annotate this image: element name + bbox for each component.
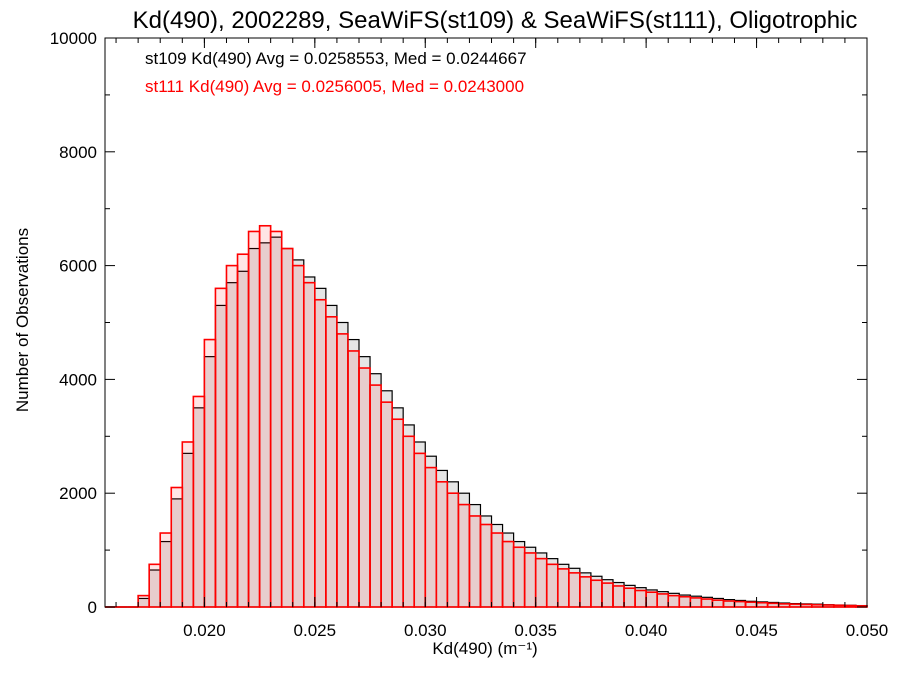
bar-st111-45 bbox=[601, 582, 614, 608]
bar-st111-41 bbox=[556, 568, 570, 608]
y-tick-label: 0 bbox=[88, 598, 97, 617]
x-tick-label: 0.020 bbox=[183, 621, 226, 640]
bar-st111-53 bbox=[689, 597, 703, 608]
bar-st111-3 bbox=[137, 594, 150, 608]
x-tick-label: 0.035 bbox=[514, 621, 557, 640]
bar-st111-50 bbox=[656, 593, 670, 608]
x-tick-label: 0.045 bbox=[735, 621, 778, 640]
bar-st111-20 bbox=[325, 316, 338, 608]
bar-st111-27 bbox=[402, 435, 416, 608]
bar-st111-31 bbox=[446, 492, 460, 608]
bar-st111-61 bbox=[777, 603, 791, 608]
chart-title: Kd(490), 2002289, SeaWiFS(st109) & SeaWi… bbox=[133, 7, 858, 34]
x-tick-label: 0.025 bbox=[294, 621, 337, 640]
bar-st111-64 bbox=[810, 603, 824, 608]
bar-st111-43 bbox=[579, 576, 592, 608]
bar-st111-10 bbox=[214, 287, 228, 608]
bar-st111-15 bbox=[269, 230, 283, 608]
y-tick-label: 8000 bbox=[59, 143, 97, 162]
bar-st111-60 bbox=[766, 602, 780, 608]
bar-st111-52 bbox=[678, 595, 692, 608]
bar-st111-8 bbox=[192, 395, 206, 608]
x-tick-label: 0.030 bbox=[404, 621, 447, 640]
bar-st111-14 bbox=[258, 224, 272, 608]
bar-st111-7 bbox=[181, 441, 195, 608]
bar-st111-23 bbox=[358, 367, 371, 608]
bar-st111-65 bbox=[822, 604, 835, 608]
y-tick-label: 6000 bbox=[59, 257, 97, 276]
y-tick-label: 2000 bbox=[59, 484, 97, 503]
bar-st111-12 bbox=[236, 253, 250, 608]
bar-st111-33 bbox=[468, 515, 482, 608]
bar-st111-25 bbox=[380, 401, 393, 608]
y-tick-label: 4000 bbox=[59, 370, 97, 389]
bar-st111-17 bbox=[291, 264, 305, 608]
bar-st111-37 bbox=[512, 546, 526, 608]
bar-st111-51 bbox=[667, 594, 681, 608]
bar-st111-21 bbox=[336, 333, 349, 608]
bar-st111-42 bbox=[568, 572, 581, 608]
y-tick-label: 10000 bbox=[50, 29, 97, 48]
bar-st111-13 bbox=[247, 230, 261, 608]
bar-st111-54 bbox=[700, 598, 714, 608]
bar-st111-28 bbox=[413, 452, 427, 608]
bar-st111-38 bbox=[523, 552, 537, 608]
bar-st111-67 bbox=[844, 604, 857, 608]
series-st111 bbox=[105, 224, 868, 608]
y-axis-label: Number of Observations bbox=[13, 228, 32, 412]
bar-st111-47 bbox=[623, 587, 636, 608]
bar-st111-62 bbox=[788, 603, 802, 608]
bar-st111-4 bbox=[148, 563, 162, 608]
bar-st111-26 bbox=[391, 418, 404, 608]
bar-st111-16 bbox=[280, 247, 294, 608]
bar-st111-6 bbox=[170, 486, 184, 608]
bar-st111-40 bbox=[545, 563, 559, 608]
bar-st111-59 bbox=[755, 601, 769, 608]
bar-st111-49 bbox=[645, 591, 658, 608]
bar-st111-5 bbox=[159, 532, 173, 608]
x-tick-label: 0.040 bbox=[625, 621, 668, 640]
bar-st111-32 bbox=[457, 503, 471, 608]
bar-st111-55 bbox=[711, 599, 725, 608]
bar-st111-63 bbox=[799, 603, 813, 608]
bar-st111-58 bbox=[744, 601, 758, 608]
bar-st111-30 bbox=[435, 481, 449, 608]
bar-st111-66 bbox=[833, 604, 846, 608]
bar-st111-34 bbox=[479, 523, 493, 608]
bar-st111-24 bbox=[369, 384, 382, 608]
annotation-st111: st111 Kd(490) Avg = 0.0256005, Med = 0.0… bbox=[145, 77, 524, 96]
bar-st111-56 bbox=[722, 600, 736, 608]
x-axis-label: Kd(490) (m⁻¹) bbox=[432, 639, 537, 658]
bar-st111-35 bbox=[490, 532, 504, 608]
bar-st111-44 bbox=[590, 579, 603, 608]
bar-st111-39 bbox=[534, 557, 548, 608]
bar-st111-36 bbox=[501, 540, 515, 608]
bar-st111-46 bbox=[612, 585, 625, 608]
bar-st111-22 bbox=[347, 350, 360, 608]
bar-st111-9 bbox=[203, 338, 217, 608]
bar-st111-18 bbox=[302, 281, 316, 608]
bar-st111-29 bbox=[424, 466, 438, 608]
bar-st111-48 bbox=[634, 589, 647, 608]
x-tick-label: 0.050 bbox=[846, 621, 889, 640]
annotation-st109: st109 Kd(490) Avg = 0.0258553, Med = 0.0… bbox=[145, 49, 527, 68]
bar-st111-11 bbox=[225, 264, 239, 608]
bar-st111-19 bbox=[314, 298, 327, 608]
series-st109 bbox=[105, 236, 868, 608]
series-layer bbox=[105, 224, 868, 608]
axis-layer: 0.020 0.025 0.030 0.035 0.040 0.045 0.050 0 2000… bbox=[50, 29, 889, 640]
bar-st111-57 bbox=[733, 600, 747, 608]
